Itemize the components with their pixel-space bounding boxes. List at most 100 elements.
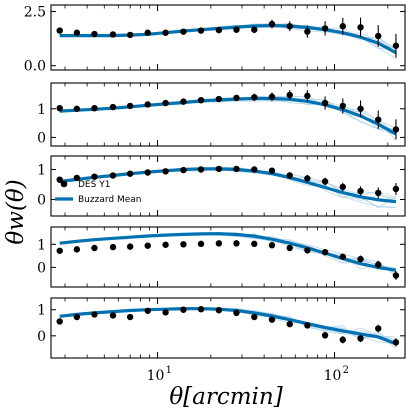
des-point: [126, 31, 134, 39]
y-tick-label: 1: [37, 163, 46, 179]
des-point: [233, 309, 240, 317]
panel-plot-area: [56, 165, 400, 209]
des-point: [162, 168, 169, 175]
des-point: [339, 253, 346, 260]
y-axis-title: θw(θ): [3, 179, 29, 244]
des-point: [392, 272, 400, 279]
y-tick-label: 1: [37, 303, 46, 319]
des-point: [357, 255, 364, 263]
des-point: [233, 94, 240, 102]
y-tick-label: 0: [37, 130, 46, 146]
des-point: [375, 325, 382, 332]
des-point: [109, 31, 117, 38]
des-point: [144, 169, 151, 176]
des-point: [268, 167, 276, 174]
y-tick-label: 0.0: [24, 59, 46, 75]
panel-plot-area: [56, 306, 400, 350]
des-point: [73, 313, 81, 321]
buzzard-mean-line: [59, 96, 397, 136]
panel-3: 01: [37, 155, 406, 217]
des-point: [56, 247, 63, 254]
y-tick-label: 2.5: [24, 5, 46, 21]
des-point: [91, 244, 98, 252]
des-point: [321, 178, 329, 185]
des-point: [268, 242, 276, 249]
des-point: [109, 103, 117, 111]
des-point: [162, 309, 169, 316]
des-point: [109, 312, 117, 319]
des-point: [56, 176, 63, 183]
des-point: [197, 240, 205, 248]
des-point: [233, 26, 240, 33]
des-point: [233, 165, 240, 173]
des-point: [73, 174, 81, 182]
des-point: [56, 27, 63, 34]
des-point: [286, 320, 293, 328]
des-point: [197, 96, 205, 104]
panel-4: 01: [37, 226, 406, 288]
des-point: [392, 339, 400, 346]
des-point: [339, 183, 346, 191]
des-point: [162, 29, 169, 36]
des-point: [91, 173, 98, 180]
y-tick-label: 1: [37, 102, 46, 118]
des-point: [126, 170, 134, 177]
des-point: [180, 241, 187, 248]
panel-frame: [50, 155, 406, 217]
des-point: [304, 28, 311, 35]
panel-frame: [50, 82, 406, 147]
des-point: [73, 246, 81, 253]
y-tick-label: 0: [37, 193, 46, 209]
des-point: [251, 26, 258, 33]
y-tick-label: 1: [37, 237, 46, 253]
buzzard-mean-line: [59, 307, 397, 346]
des-point: [197, 166, 205, 173]
des-point: [144, 29, 151, 36]
des-point: [126, 102, 134, 110]
legend: DES Y1 Buzzard Mean: [55, 180, 141, 205]
x-tick-exponent: 2: [343, 365, 349, 376]
des-point: [144, 242, 151, 249]
buzzard-mean-line: [59, 232, 397, 272]
x-axis-title: θ[arcmin]: [169, 384, 282, 410]
panel-plot-area: [56, 90, 400, 141]
des-point: [197, 27, 205, 34]
panel-1: 0.0 2.5: [24, 4, 406, 75]
des-point: [162, 99, 169, 107]
des-point: [144, 101, 151, 108]
panel-2: 01: [37, 82, 406, 147]
des-point: [91, 30, 98, 38]
des-point: [126, 313, 134, 321]
x-tick-exponent: 1: [166, 365, 172, 376]
des-point: [233, 240, 240, 247]
des-point: [91, 311, 98, 318]
des-point: [375, 32, 382, 40]
y-tick-label: 0: [37, 329, 46, 345]
panel-frame: [50, 4, 406, 71]
des-point: [268, 20, 276, 28]
des-point: [304, 92, 311, 100]
des-point: [392, 126, 400, 133]
buzzard-realization-line: [59, 306, 397, 350]
des-point: [180, 28, 187, 35]
des-point: [304, 247, 311, 254]
panel-5: 01: [37, 297, 406, 359]
des-point: [215, 95, 223, 103]
des-point: [56, 105, 63, 112]
panel-plot-area: [56, 17, 400, 60]
des-point: [304, 175, 311, 182]
des-point: [91, 105, 98, 112]
des-point: [268, 93, 276, 100]
des-point: [357, 24, 364, 31]
des-point: [251, 313, 258, 321]
des-point: [126, 243, 134, 250]
des-point: [73, 105, 81, 112]
des-point: [251, 240, 258, 248]
des-point: [251, 94, 258, 101]
des-point: [286, 244, 293, 252]
des-point: [144, 307, 151, 314]
des-point: [197, 306, 205, 313]
des-point: [339, 336, 346, 343]
